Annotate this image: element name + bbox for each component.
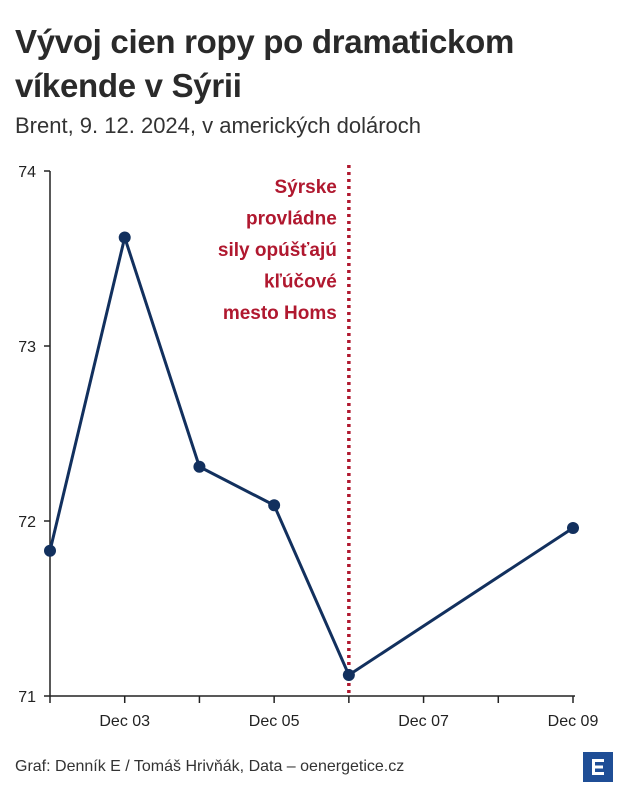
data-point bbox=[118, 231, 131, 244]
x-tick-label: Dec 05 bbox=[249, 713, 300, 730]
x-tick-label: Dec 09 bbox=[548, 713, 599, 730]
data-point bbox=[268, 499, 281, 512]
x-tick-label: Dec 07 bbox=[398, 713, 449, 730]
y-tick-label: 72 bbox=[18, 514, 36, 531]
annotation-text: Sýrske bbox=[275, 177, 337, 198]
data-point bbox=[44, 544, 56, 557]
annotation-text: provládne bbox=[246, 209, 337, 230]
y-tick-label: 73 bbox=[18, 339, 36, 356]
x-tick-label: Dec 03 bbox=[99, 713, 150, 730]
chart-title: Vývoj cien ropy po dramatickom víkende v… bbox=[15, 23, 514, 104]
line-chart: 71 72 73 74 Dec 03 Dec 05 Dec 07 Dec 09 Sýrske pr… bbox=[18, 164, 599, 730]
price-line bbox=[48, 236, 574, 677]
annotation-text: mesto Homs bbox=[223, 303, 337, 324]
chart-subtitle: Brent, 9. 12. 2024, v amerických dolároc… bbox=[15, 113, 421, 138]
denník-e-logo-icon bbox=[583, 752, 613, 782]
data-point bbox=[567, 522, 579, 534]
y-tick-label: 74 bbox=[18, 164, 36, 181]
annotation-text: kľúčové bbox=[264, 272, 337, 293]
data-point bbox=[342, 669, 355, 681]
data-point bbox=[193, 460, 206, 473]
y-tick-label: 71 bbox=[18, 689, 36, 706]
annotation-text: sily opúšťajú bbox=[218, 240, 337, 261]
source-credit: Graf: Denník E / Tomáš Hrivňák, Data – o… bbox=[15, 758, 405, 775]
